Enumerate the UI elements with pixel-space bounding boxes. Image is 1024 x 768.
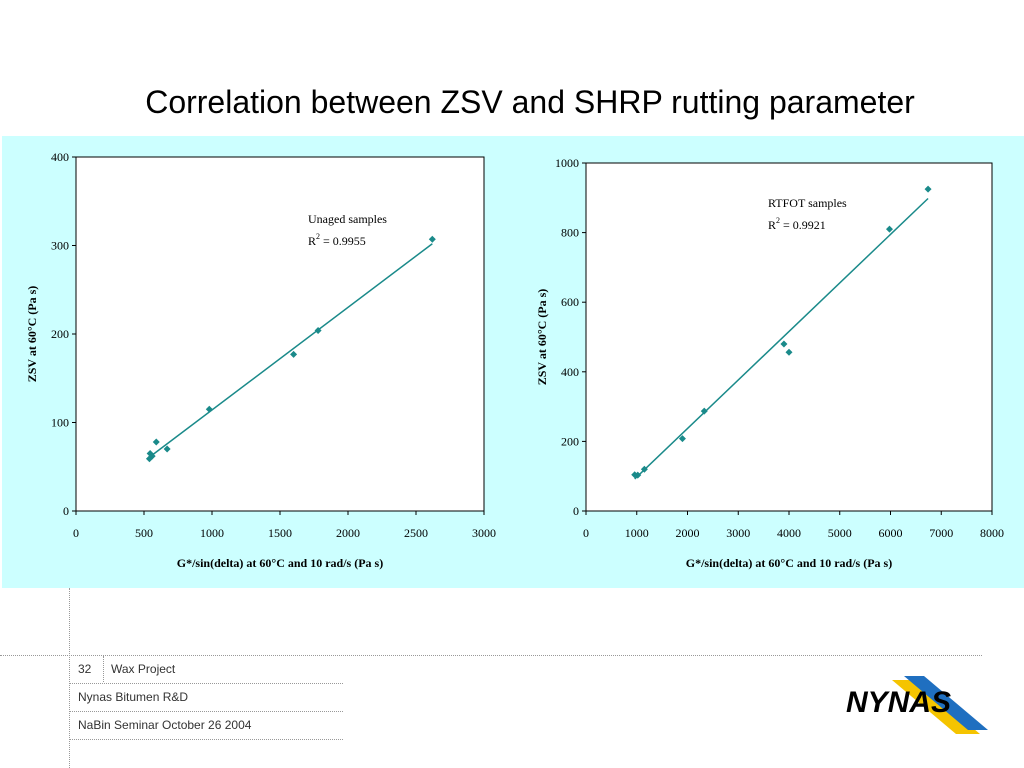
x-tick-label: 1000 (625, 526, 649, 540)
annotation-r-squared: R2 = 0.9921 (768, 216, 826, 232)
y-tick-label: 300 (51, 239, 69, 253)
trendline (150, 243, 433, 457)
chart-2: 0 200 400 600 800 1000 0 1000 2000 3000 4000 5000 60… (535, 156, 1004, 570)
x-tick-label: 2000 (336, 526, 360, 540)
nynas-logo: NYNAS (846, 676, 988, 734)
data-point (314, 326, 322, 334)
footer-project: Wax Project (111, 662, 176, 676)
data-point (290, 350, 298, 358)
data-point (785, 348, 793, 356)
footer-page-divider (103, 656, 104, 682)
x-tick-label: 4000 (777, 526, 801, 540)
y-tick-label: 400 (561, 365, 579, 379)
annotation-sample-label: RTFOT samples (768, 196, 847, 210)
data-point (780, 340, 788, 348)
x-axis-label: G*/sin(delta) at 60°C and 10 rad/s (Pa s… (177, 556, 383, 570)
slide-title: Correlation between ZSV and SHRP rutting… (145, 84, 915, 120)
y-tick-label: 200 (561, 434, 579, 448)
x-tick-label: 1500 (268, 526, 292, 540)
plot-area (585, 162, 993, 512)
data-point (640, 465, 648, 473)
data-point (205, 405, 213, 413)
data-point (152, 438, 160, 446)
data-point (148, 452, 156, 460)
logo-blue-stripe (904, 676, 988, 730)
footer-left-divider (69, 588, 70, 768)
y-axis-label: ZSV at 60°C (Pa s) (25, 286, 39, 383)
logo-wordmark: NYNAS (846, 686, 951, 719)
x-tick-label: 500 (135, 526, 153, 540)
footer-event: NaBin Seminar October 26 2004 (78, 718, 252, 732)
x-tick-label: 3000 (472, 526, 496, 540)
x-tick-label: 1000 (200, 526, 224, 540)
x-tick-label: 3000 (726, 526, 750, 540)
x-tick-label: 2500 (404, 526, 428, 540)
data-point (428, 235, 436, 243)
trendline (634, 197, 929, 480)
footer-rule-4 (70, 739, 343, 740)
data-point (678, 435, 686, 443)
footer-rule-3 (70, 711, 343, 712)
x-tick-label: 0 (583, 526, 589, 540)
y-tick-label: 0 (63, 504, 69, 518)
annotation-r-squared: R2 = 0.9955 (308, 232, 366, 248)
x-tick-label: 5000 (828, 526, 852, 540)
y-axis-label: ZSV at 60°C (Pa s) (535, 289, 549, 386)
y-tick-label: 400 (51, 150, 69, 164)
data-point (924, 185, 932, 193)
plot-area (75, 156, 485, 512)
y-tick-label: 0 (573, 504, 579, 518)
footer-rule-2 (70, 683, 343, 684)
x-tick-label: 2000 (676, 526, 700, 540)
x-tick-label: 7000 (929, 526, 953, 540)
x-axis-label: G*/sin(delta) at 60°C and 10 rad/s (Pa s… (686, 556, 892, 570)
footer-org: Nynas Bitumen R&D (78, 690, 189, 704)
y-tick-label: 800 (561, 226, 579, 240)
chart-panel: 0 100 200 300 400 0 500 1000 1500 2000 2500 3000 G*/… (2, 136, 1024, 588)
chart-1: 0 100 200 300 400 0 500 1000 1500 2000 2500 3000 G*/… (25, 150, 496, 570)
data-point (634, 471, 642, 479)
y-tick-label: 600 (561, 295, 579, 309)
footer-rule-top (0, 655, 982, 656)
x-tick-label: 0 (73, 526, 79, 540)
y-tick-label: 200 (51, 327, 69, 341)
annotation-sample-label: Unaged samples (308, 212, 387, 226)
page-number: 32 (78, 662, 92, 676)
x-tick-label: 6000 (879, 526, 903, 540)
data-point (700, 407, 708, 415)
x-tick-label: 8000 (980, 526, 1004, 540)
data-point (163, 445, 171, 453)
y-tick-label: 1000 (555, 156, 579, 170)
y-tick-label: 100 (51, 416, 69, 430)
data-point (885, 225, 893, 233)
